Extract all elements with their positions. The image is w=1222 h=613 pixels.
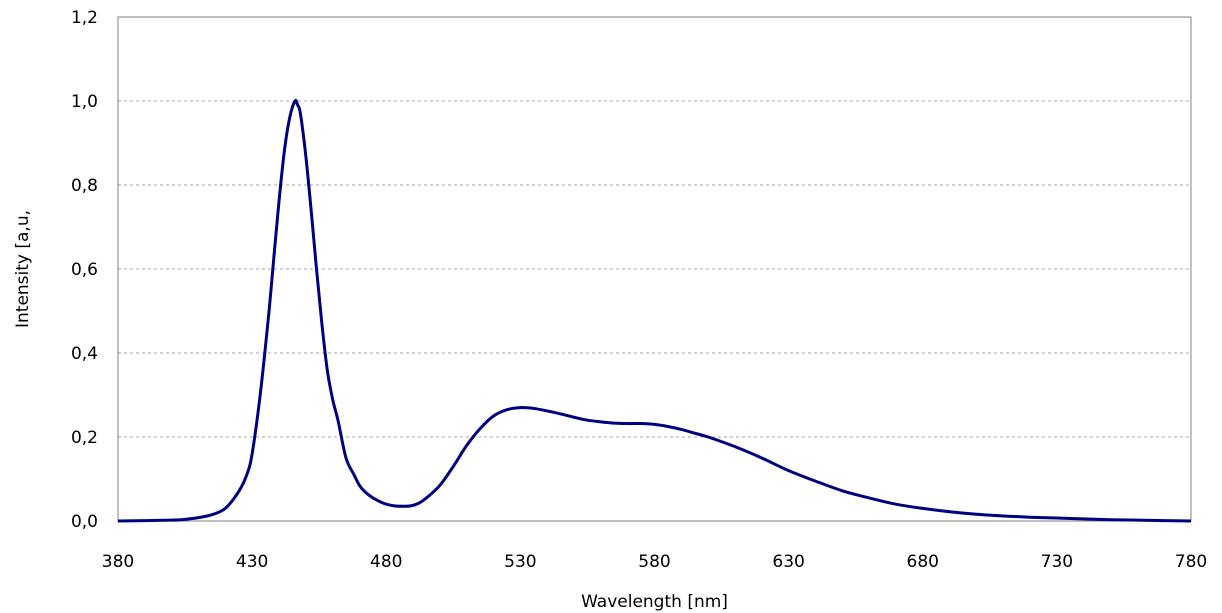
plot-area-frame bbox=[117, 16, 1192, 522]
x-tick-labels: 380 430 480 530 580 630 680 730 780 bbox=[102, 552, 1207, 572]
spectrum-line bbox=[117, 98, 1192, 523]
y-tick-label: 0,8 bbox=[71, 176, 98, 196]
y-tick-label: 0,6 bbox=[71, 260, 98, 280]
x-axis-title: Wavelength [nm] bbox=[581, 592, 728, 612]
series-group bbox=[117, 98, 1192, 523]
x-tick-label: 430 bbox=[236, 552, 268, 572]
y-tick-label: 0,4 bbox=[71, 344, 98, 364]
x-tick-label: 380 bbox=[102, 552, 134, 572]
gridlines bbox=[118, 100, 1191, 438]
y-tick-labels: 0,0 0,2 0,4 0,6 0,8 1,0 1,2 bbox=[71, 8, 98, 532]
x-tick-label: 680 bbox=[907, 552, 939, 572]
x-tick-label: 730 bbox=[1041, 552, 1073, 572]
y-tick-label: 1,0 bbox=[71, 92, 98, 112]
y-tick-label: 0,0 bbox=[71, 512, 98, 532]
y-tick-label: 1,2 bbox=[71, 8, 98, 28]
x-tick-label: 780 bbox=[1175, 552, 1207, 572]
y-tick-label: 0,2 bbox=[71, 428, 98, 448]
x-tick-label: 530 bbox=[504, 552, 536, 572]
x-tick-label: 580 bbox=[638, 552, 670, 572]
y-axis-title: Intensity [a,u, bbox=[13, 210, 33, 328]
x-tick-label: 480 bbox=[370, 552, 402, 572]
x-tick-label: 630 bbox=[772, 552, 804, 572]
